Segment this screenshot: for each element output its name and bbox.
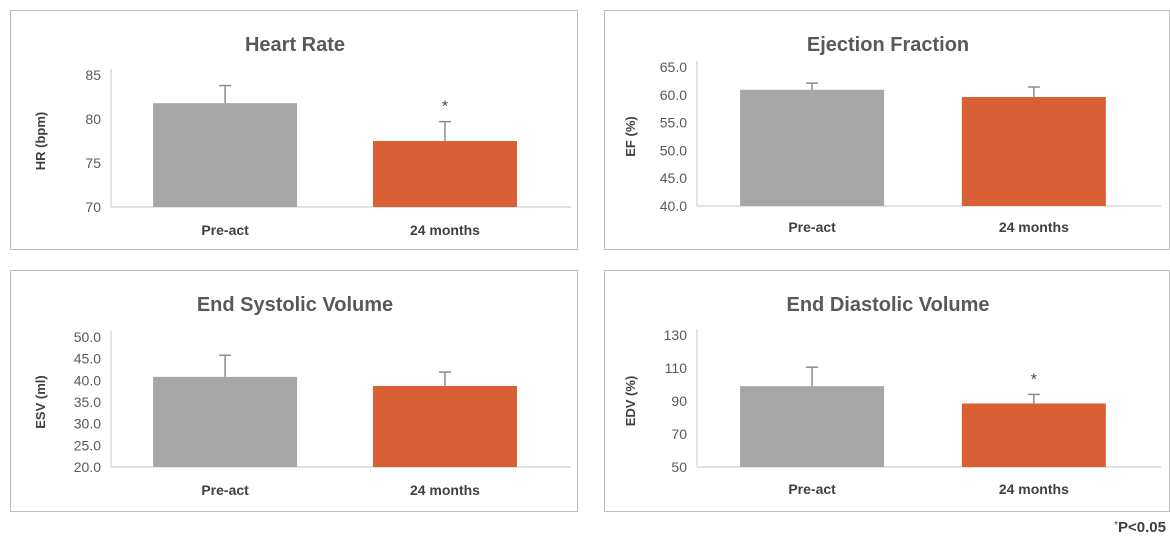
y-tick-label: 65.0 — [660, 59, 687, 75]
y-tick-label: 25.0 — [74, 437, 101, 453]
y-tick-label: 70 — [671, 426, 687, 442]
y-tick-label: 130 — [664, 327, 688, 343]
y-tick-label: 20.0 — [74, 459, 101, 475]
y-tick-label: 55.0 — [660, 115, 687, 131]
y-tick-label: 40.0 — [660, 198, 687, 214]
chart-title: Ejection Fraction — [807, 34, 969, 56]
x-category-label: 24 months — [410, 482, 480, 498]
y-tick-label: 75 — [85, 155, 101, 171]
y-tick-label: 70 — [85, 199, 101, 215]
y-tick-label: 30.0 — [74, 416, 101, 432]
footnote-star: * — [1114, 520, 1119, 531]
chart-svg-ejection-fraction: Ejection Fraction EF (%) 40.0 45.0 50.0 55.0 6… — [623, 34, 1161, 235]
y-tick-label: 50.0 — [74, 329, 101, 345]
significance-marker: * — [1031, 371, 1037, 388]
x-category-label: 24 months — [999, 481, 1069, 497]
x-category-label: Pre-act — [788, 481, 836, 497]
bar-24-months — [961, 97, 1106, 206]
bar-pre-act — [153, 376, 298, 467]
bar-24-months — [372, 141, 517, 207]
y-axis-label: EDV (%) — [623, 376, 638, 427]
y-tick-label: 50 — [671, 459, 687, 475]
chart-title: End Systolic Volume — [197, 294, 393, 316]
x-category-label: Pre-act — [788, 219, 836, 235]
chart-title: Heart Rate — [245, 34, 345, 56]
y-tick-label: 60.0 — [660, 87, 687, 103]
x-category-label: Pre-act — [201, 222, 249, 238]
y-tick-label: 90 — [671, 393, 687, 409]
y-axis-label: HR (bpm) — [33, 112, 48, 171]
significance-marker: * — [442, 99, 448, 116]
chart-panel-end-diastolic-volume: End Diastolic Volume EDV (%) 50 70 90 110 130 P… — [604, 270, 1170, 512]
bar-pre-act — [153, 103, 298, 207]
x-category-label: 24 months — [410, 222, 480, 238]
x-category-label: 24 months — [999, 219, 1069, 235]
chart-panel-ejection-fraction: Ejection Fraction EF (%) 40.0 45.0 50.0 55.0 6… — [604, 10, 1170, 250]
bar-pre-act — [740, 386, 885, 467]
y-tick-label: 80 — [85, 111, 101, 127]
bar-pre-act — [740, 89, 885, 206]
y-axis-label: EF (%) — [623, 116, 638, 156]
y-tick-label: 40.0 — [74, 372, 101, 388]
bar-24-months — [372, 385, 517, 467]
y-tick-label: 85 — [85, 67, 101, 83]
chart-title: End Diastolic Volume — [787, 294, 990, 316]
y-axis-label: ESV (ml) — [33, 375, 48, 428]
chart-panel-heart-rate: Heart Rate HR (bpm) 70 75 80 85 Pre-act * 24 mon… — [10, 10, 578, 250]
footnote-text: P<0.05 — [1118, 519, 1166, 536]
y-tick-label: 45.0 — [74, 351, 101, 367]
chart-svg-end-systolic-volume: End Systolic Volume ESV (ml) 20.0 25.0 30.0 3… — [33, 294, 571, 498]
chart-svg-heart-rate: Heart Rate HR (bpm) 70 75 80 85 Pre-act * 24 mon… — [33, 34, 571, 238]
y-tick-label: 50.0 — [660, 142, 687, 158]
bar-24-months — [961, 403, 1106, 467]
y-tick-label: 45.0 — [660, 170, 687, 186]
y-tick-label: 35.0 — [74, 394, 101, 410]
y-tick-label: 110 — [665, 360, 688, 376]
x-category-label: Pre-act — [201, 482, 249, 498]
chart-svg-end-diastolic-volume: End Diastolic Volume EDV (%) 50 70 90 110 130 P… — [623, 294, 1161, 497]
significance-footnote: *P<0.05 — [1114, 519, 1166, 536]
chart-panel-end-systolic-volume: End Systolic Volume ESV (ml) 20.0 25.0 30.0 3… — [10, 270, 578, 512]
